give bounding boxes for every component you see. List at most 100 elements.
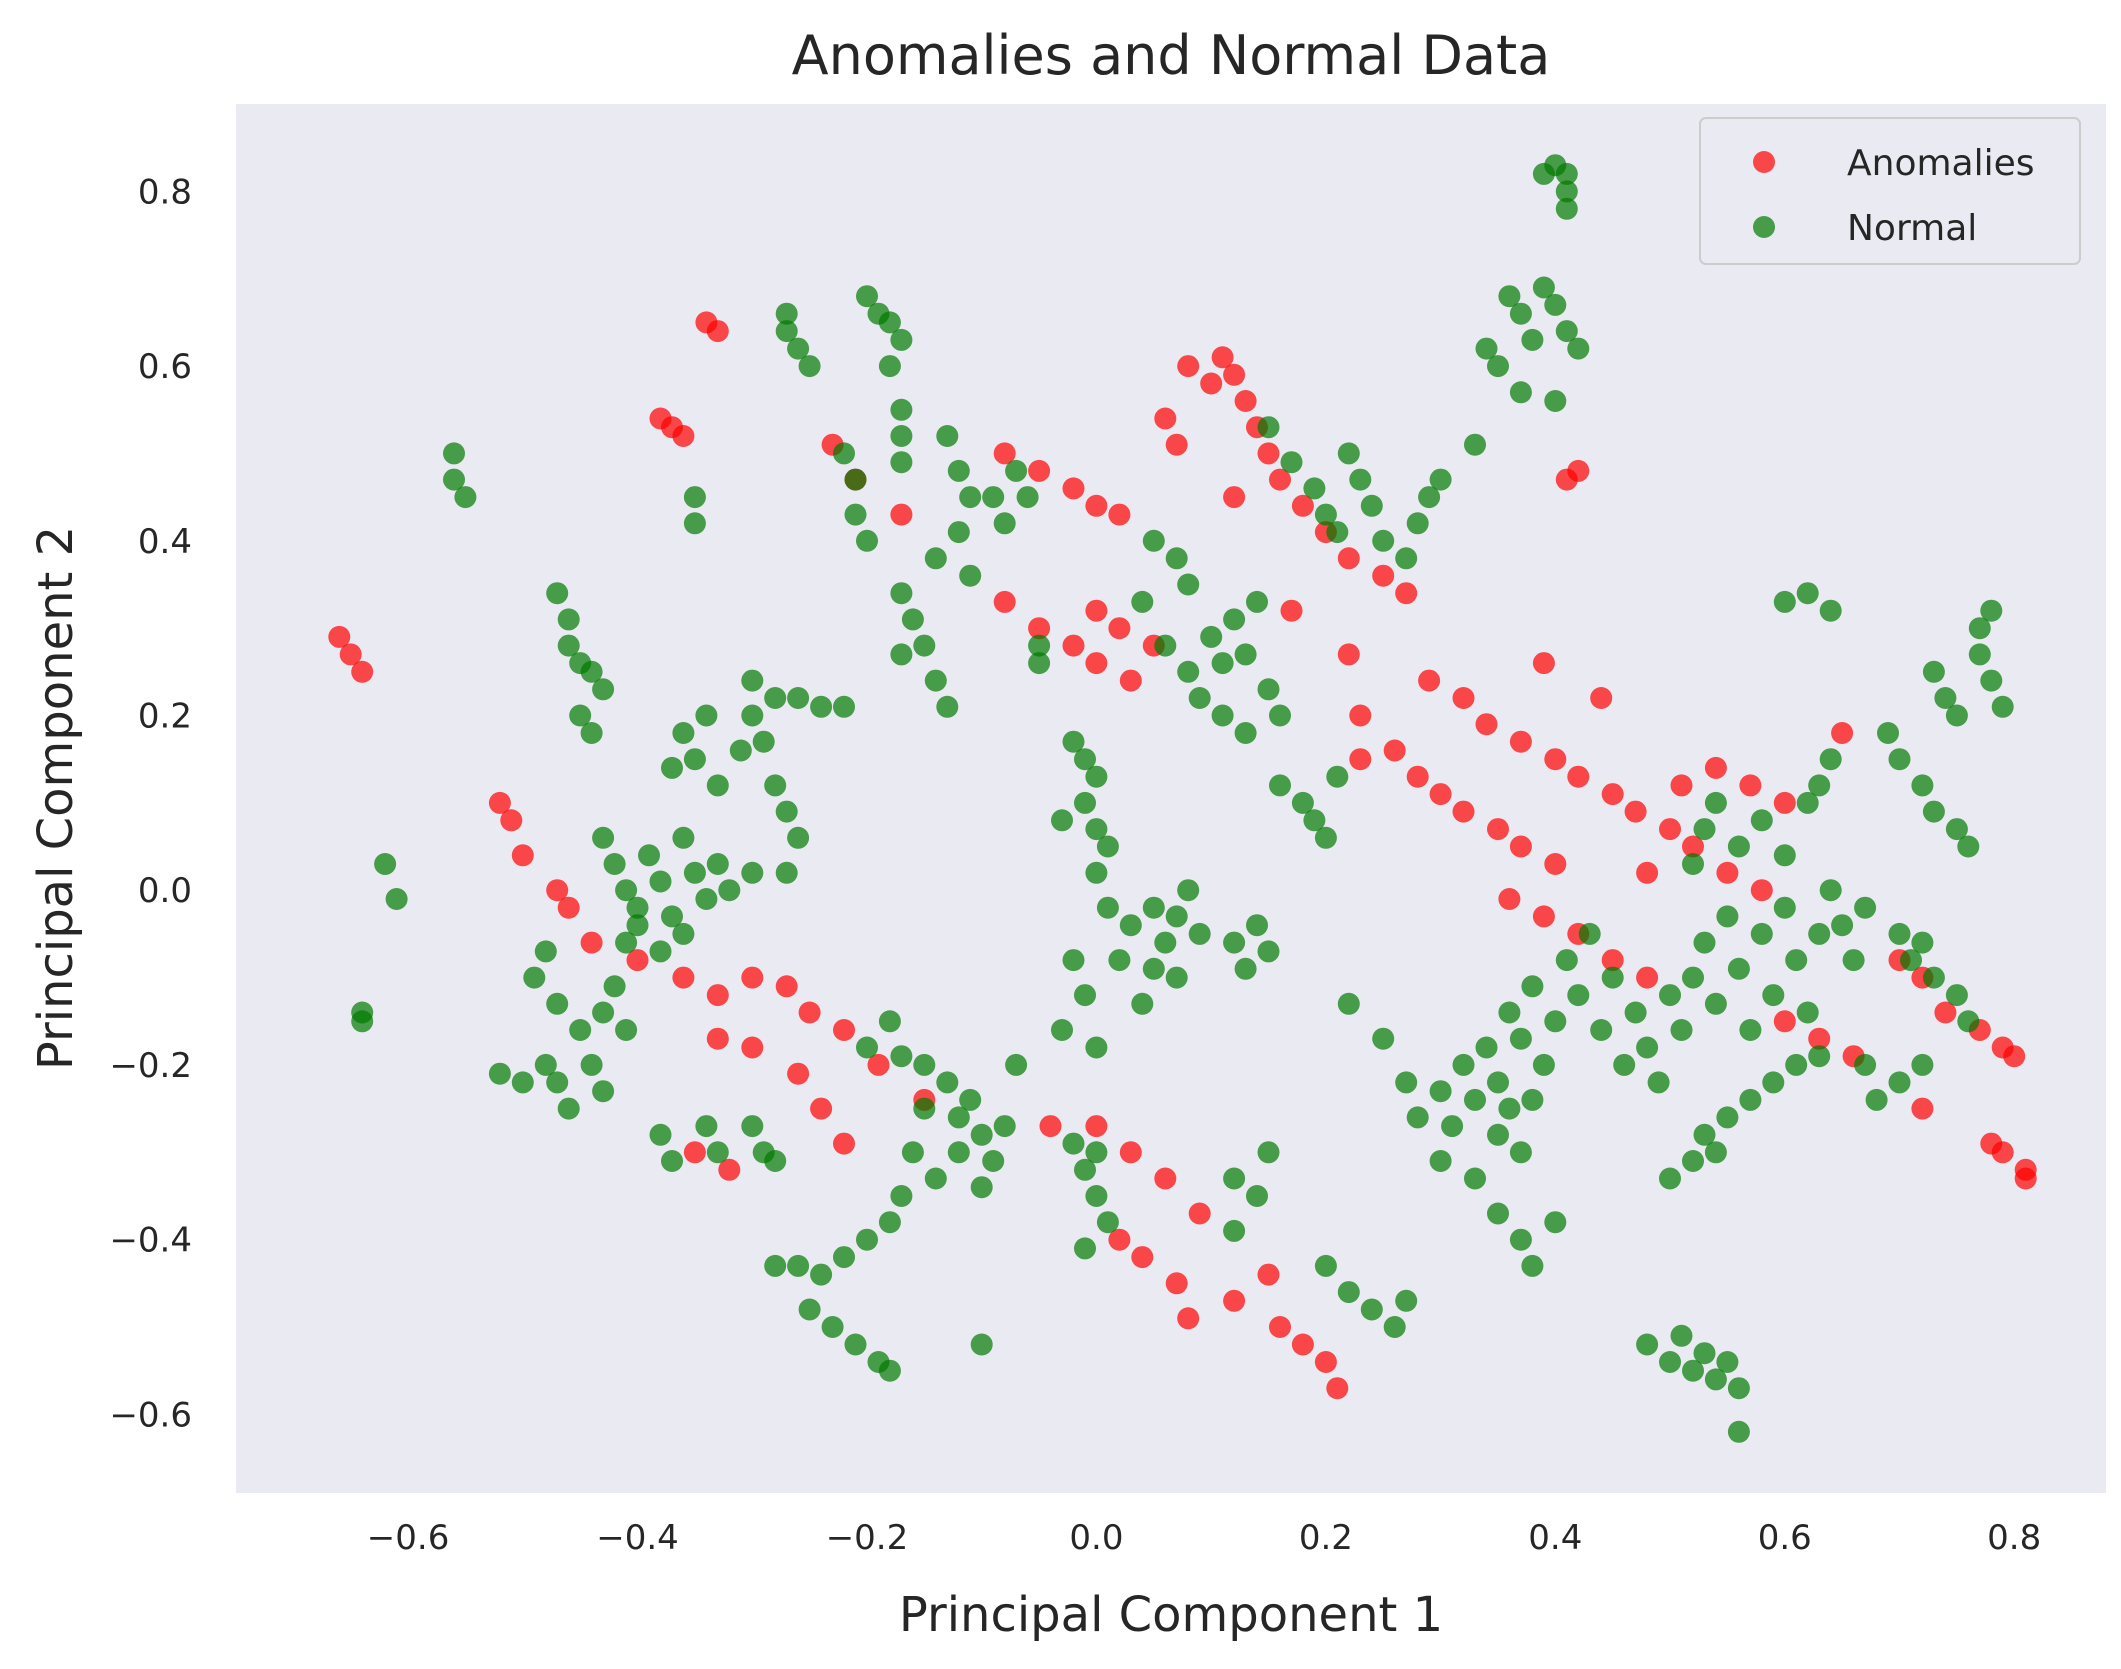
x-axis-label: Principal Component 1 (899, 1587, 1443, 1643)
x-tick-label: −0.4 (596, 1518, 679, 1558)
data-point-normal (1762, 1071, 1785, 1094)
data-point-normal (856, 529, 878, 552)
data-point-anomalies (1636, 966, 1659, 989)
data-point-anomalies (1418, 669, 1441, 692)
data-point-normal (1980, 669, 2003, 692)
data-point-normal (970, 1123, 993, 1146)
data-point-anomalies (1934, 1001, 1957, 1024)
data-point-normal (1945, 704, 1968, 727)
data-point-normal (1900, 949, 1922, 972)
data-point-normal (626, 914, 649, 937)
data-point-normal (844, 1333, 867, 1356)
data-point-anomalies (1452, 687, 1475, 709)
data-point-anomalies (1200, 372, 1223, 395)
data-point-normal (1567, 337, 1590, 360)
data-point-normal (1555, 949, 1578, 972)
data-point-anomalies (1257, 442, 1280, 465)
data-point-normal (821, 1316, 844, 1338)
data-point-normal (1521, 975, 1544, 998)
data-point-anomalies (1108, 503, 1131, 526)
data-point-normal (1532, 1053, 1555, 1076)
data-point-normal (1750, 809, 1773, 832)
data-point-anomalies (1085, 599, 1108, 622)
data-point-normal (1200, 625, 1223, 648)
data-point-normal (1968, 643, 1991, 666)
data-point-normal (1796, 1001, 1819, 1024)
data-point-normal (1704, 1368, 1727, 1391)
data-point-anomalies (1028, 617, 1051, 640)
data-point-normal (649, 940, 672, 963)
data-point-normal (661, 756, 683, 779)
data-point-normal (1796, 582, 1819, 605)
data-point-normal (1085, 765, 1108, 788)
data-point-normal (1922, 800, 1945, 823)
data-point-normal (1716, 1351, 1739, 1373)
data-point-normal (1326, 521, 1349, 544)
data-point-normal (1911, 774, 1934, 797)
data-point-normal (1096, 1211, 1119, 1234)
data-point-normal (913, 634, 936, 657)
legend-label-normal: Normal (1847, 208, 1977, 249)
data-point-anomalies (1165, 433, 1188, 456)
chart-title: Anomalies and Normal Data (792, 24, 1551, 87)
data-point-anomalies (339, 643, 362, 666)
data-point-normal (1234, 722, 1257, 744)
data-point-normal (764, 1254, 787, 1277)
data-point-normal (511, 1071, 534, 1094)
data-point-normal (1314, 826, 1337, 849)
data-point-normal (1567, 984, 1590, 1007)
data-point-normal (890, 398, 913, 421)
data-point-normal (833, 695, 855, 718)
data-point-normal (649, 1123, 672, 1146)
data-point-anomalies (1750, 879, 1773, 902)
data-point-normal (890, 582, 913, 605)
y-tick-label: 0.4 (138, 522, 192, 562)
data-point-anomalies (1544, 748, 1567, 771)
data-point-normal (1682, 1359, 1704, 1382)
y-tick-label: 0.2 (138, 697, 192, 737)
data-point-anomalies (833, 1132, 855, 1155)
y-tick-label: 0.6 (138, 347, 192, 387)
data-point-anomalies (1808, 1027, 1831, 1050)
data-point-normal (706, 1141, 729, 1164)
data-point-normal (523, 966, 546, 989)
data-point-normal (1177, 879, 1200, 902)
data-point-normal (546, 582, 569, 605)
data-point-normal (878, 355, 901, 378)
data-point-normal (1372, 1027, 1395, 1050)
data-point-anomalies (798, 1001, 821, 1024)
data-point-normal (1257, 1141, 1280, 1164)
data-point-normal (1693, 1123, 1716, 1146)
data-point-anomalies (1177, 1307, 1200, 1330)
data-point-normal (741, 1115, 764, 1138)
data-point-normal (443, 468, 465, 491)
data-point-normal (1131, 590, 1154, 613)
data-point-normal (993, 512, 1016, 535)
data-point-anomalies (1624, 800, 1647, 823)
data-point-normal (1682, 966, 1704, 989)
data-point-normal (1991, 695, 2014, 718)
data-point-normal (1028, 652, 1051, 675)
data-point-normal (1555, 320, 1578, 343)
data-point-normal (1636, 1333, 1659, 1356)
x-tick-label: 0.0 (1069, 1518, 1123, 1558)
data-point-normal (936, 425, 959, 447)
data-point-normal (1062, 949, 1085, 972)
data-point-anomalies (626, 949, 649, 972)
data-point-normal (1211, 704, 1234, 727)
data-point-normal (374, 853, 397, 875)
data-point-anomalies (1475, 713, 1498, 736)
data-point-normal (706, 774, 729, 797)
y-tick-label: −0.4 (109, 1221, 192, 1261)
data-point-normal (959, 1088, 982, 1111)
data-point-normal (1865, 1088, 1888, 1111)
x-tick-label: −0.6 (367, 1518, 450, 1558)
data-point-anomalies (1223, 363, 1246, 386)
data-point-normal (683, 861, 706, 884)
data-point-normal (592, 1001, 615, 1024)
data-point-normal (1246, 1185, 1268, 1207)
data-point-normal (890, 425, 913, 447)
data-point-anomalies (1062, 477, 1085, 500)
x-tick-label: 0.4 (1528, 1518, 1582, 1558)
